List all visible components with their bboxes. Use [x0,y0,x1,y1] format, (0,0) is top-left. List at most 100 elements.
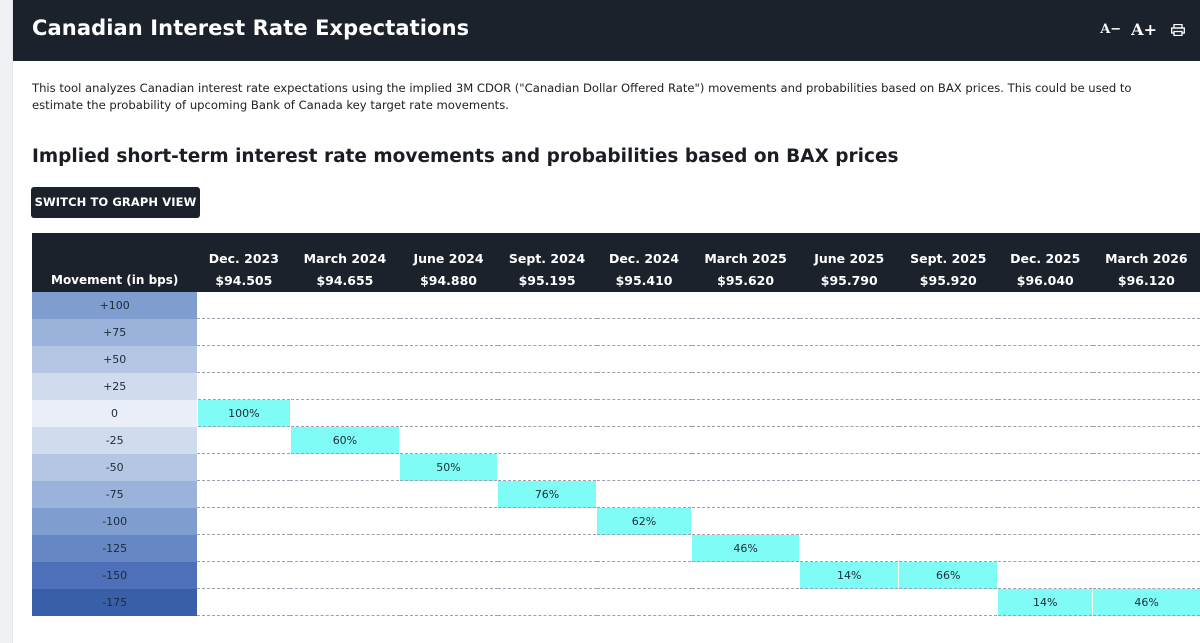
column-price-header: $95.620 [691,268,800,292]
empty-cell [691,426,800,454]
empty-cell [1092,534,1200,562]
empty-cell [691,588,800,616]
probability-table: Dec. 2023 March 2024 June 2024 Sept. 2024 De… [32,233,1200,616]
empty-cell [997,345,1093,373]
movement-label: -50 [32,453,198,481]
empty-cell [898,534,998,562]
movement-label: +50 [32,345,198,373]
table-row: -75 76% [32,480,1200,508]
empty-cell [691,372,800,400]
movement-label: -75 [32,480,198,508]
empty-cell [997,426,1093,454]
empty-cell [197,318,291,346]
table-row: -25 60% [32,426,1200,454]
empty-cell [1092,453,1200,481]
empty-cell [596,588,692,616]
empty-cell [290,453,400,481]
movement-label: +100 [32,292,198,319]
empty-cell [399,372,498,400]
empty-cell [799,588,899,616]
probability-cell: 76% [497,480,598,508]
probability-cell: 60% [289,426,401,454]
movement-label: 0 [32,399,198,427]
empty-cell [497,426,597,454]
probability-cell: 46% [1092,588,1200,616]
column-price-header: $94.505 [197,268,291,292]
empty-cell [691,480,800,508]
empty-cell [691,292,800,319]
empty-cell [691,453,800,481]
table-row: +25 [32,372,1200,400]
table-row: +50 [32,345,1200,373]
empty-cell [898,507,998,535]
empty-cell [290,292,400,319]
column-date-header: March 2024 [290,233,400,268]
empty-cell [596,426,692,454]
empty-cell [898,588,998,616]
empty-cell [997,372,1093,400]
empty-cell [799,507,899,535]
empty-cell [596,480,692,508]
empty-cell [290,534,400,562]
movement-label: -150 [32,561,198,589]
header-row-dates: Dec. 2023 March 2024 June 2024 Sept. 2024 De… [32,233,1200,268]
empty-cell [898,426,998,454]
movement-label: -100 [32,507,198,535]
empty-cell [799,318,899,346]
empty-cell [596,561,692,589]
movement-label: -175 [32,588,198,616]
empty-cell [997,292,1093,319]
column-date-header: Sept. 2024 [497,233,597,268]
header-toolbar: A− A+ [1100,20,1185,39]
column-date-header: Dec. 2023 [197,233,291,268]
empty-cell [399,480,498,508]
decrease-font-button[interactable]: A− [1100,22,1122,37]
panel-header: Canadian Interest Rate Expectations A− A… [13,0,1200,61]
print-icon[interactable] [1171,23,1185,36]
empty-cell [799,399,899,427]
increase-font-button[interactable]: A+ [1131,20,1157,39]
empty-cell [290,399,400,427]
empty-cell [497,292,597,319]
empty-cell [691,318,800,346]
empty-cell [596,292,692,319]
empty-cell [399,534,498,562]
empty-cell [399,399,498,427]
empty-cell [691,345,800,373]
empty-cell [197,588,291,616]
empty-cell [497,399,597,427]
empty-cell [399,426,498,454]
empty-cell [898,399,998,427]
empty-cell [997,480,1093,508]
empty-cell [399,318,498,346]
table-row: +100 [32,292,1200,319]
empty-cell [197,507,291,535]
column-price-header: $96.040 [997,268,1093,292]
empty-cell [691,507,800,535]
table-row: -125 46% [32,534,1200,562]
empty-cell [1092,507,1200,535]
empty-cell [997,561,1093,589]
table-row: +75 [32,318,1200,346]
empty-cell [1092,372,1200,400]
column-price-header: $95.920 [898,268,998,292]
empty-cell [497,453,597,481]
empty-cell [197,561,291,589]
empty-cell [596,372,692,400]
section-title: Implied short-term interest rate movemen… [32,146,899,167]
empty-cell [596,453,692,481]
empty-cell [799,534,899,562]
empty-cell [799,453,899,481]
empty-cell [197,534,291,562]
intro-description: This tool analyzes Canadian interest rat… [32,81,1132,112]
rate-expectations-panel: Canadian Interest Rate Expectations A− A… [12,0,1200,643]
probability-cell: 50% [399,453,499,481]
probability-cell: 14% [997,588,1094,616]
movement-label: -125 [32,534,198,562]
switch-to-graph-view-button[interactable]: SWITCH TO GRAPH VIEW [31,187,200,218]
empty-cell [1092,292,1200,319]
column-date-header: Sept. 2025 [898,233,998,268]
column-date-header: Dec. 2025 [997,233,1093,268]
empty-cell [197,345,291,373]
empty-cell [997,507,1093,535]
